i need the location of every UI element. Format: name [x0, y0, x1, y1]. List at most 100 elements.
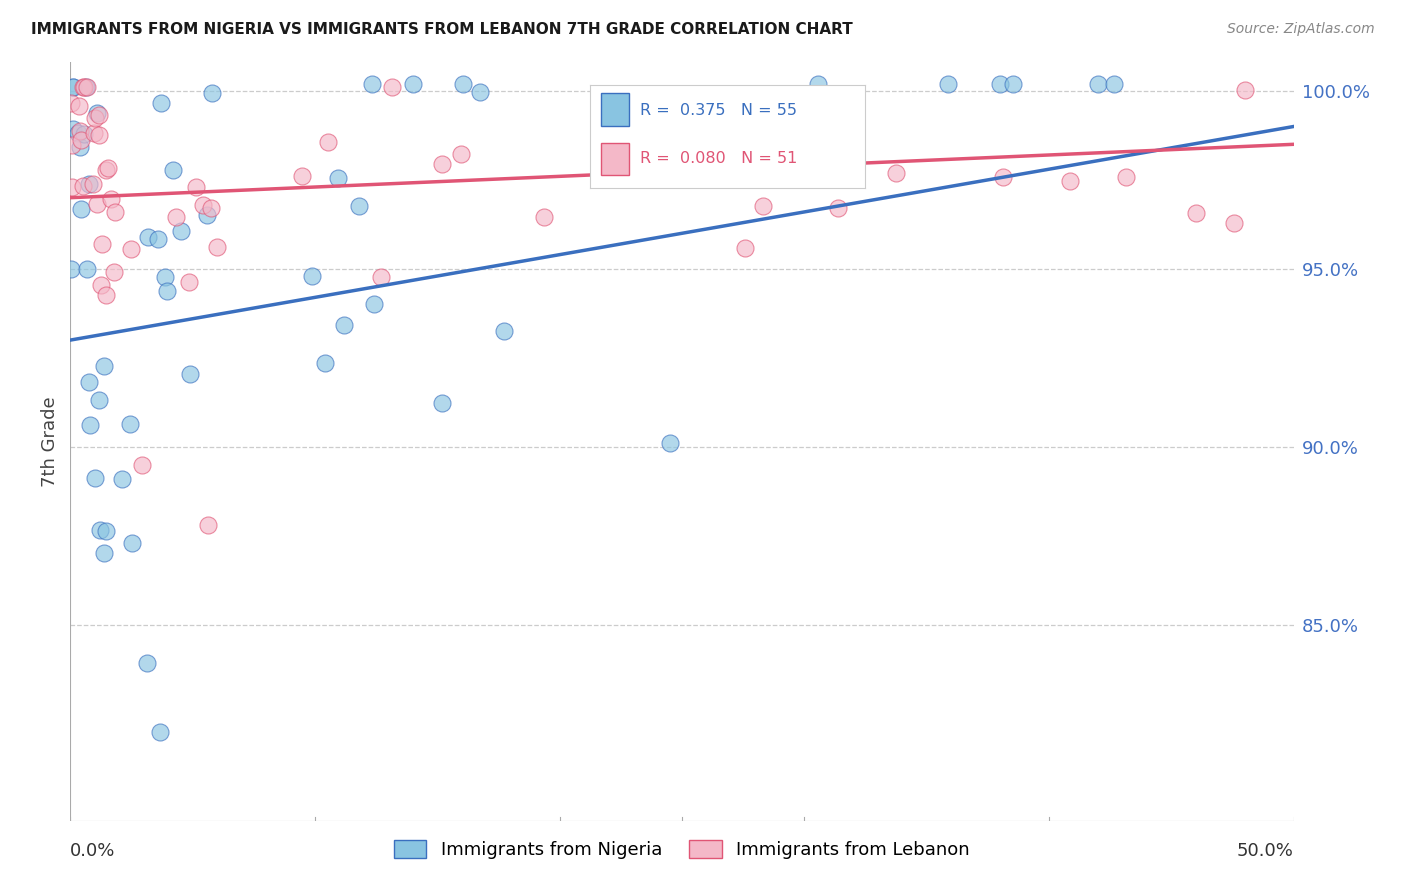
Point [84, 111, 107, 125]
Point [131, 458, 153, 472]
Point [111, 472, 134, 486]
Point [153, 270, 176, 285]
Y-axis label: 7th Grade: 7th Grade [41, 396, 59, 487]
Point [1059, 174, 1081, 188]
Point [179, 275, 201, 289]
Point [94, 288, 117, 302]
Point [96, 524, 118, 538]
Text: 0.0%: 0.0% [70, 842, 115, 860]
Point [136, 230, 159, 244]
Point [316, 135, 339, 149]
Point [59, 96, 82, 111]
Point [89, 523, 111, 537]
Point [67, 127, 90, 141]
Point [450, 146, 472, 161]
Point [200, 201, 222, 215]
Text: Source: ZipAtlas.com: Source: ZipAtlas.com [1227, 22, 1375, 37]
Point [1102, 77, 1125, 91]
Point [87, 392, 110, 407]
Point [60, 261, 83, 276]
Point [728, 128, 751, 143]
Point [314, 356, 336, 370]
Point [1233, 82, 1256, 96]
Point [121, 536, 143, 550]
Point [363, 297, 385, 311]
Point [73, 80, 96, 95]
Point [162, 163, 184, 178]
Point [73, 127, 96, 141]
Text: 50.0%: 50.0% [1237, 842, 1294, 860]
Point [156, 284, 179, 298]
Point [1001, 77, 1024, 91]
Point [76, 261, 98, 276]
Point [148, 724, 170, 739]
Point [93, 546, 115, 560]
Point [807, 77, 830, 91]
Point [453, 77, 475, 91]
Text: ZIP: ZIP [616, 108, 748, 177]
Point [380, 80, 402, 95]
Point [82, 177, 104, 191]
Point [62, 80, 84, 95]
Point [494, 324, 516, 338]
Point [1184, 206, 1206, 220]
Point [79, 418, 101, 433]
Point [193, 198, 215, 212]
Point [62, 180, 84, 194]
Point [370, 269, 392, 284]
Point [118, 417, 141, 431]
Point [179, 367, 201, 381]
Point [533, 210, 555, 224]
Point [67, 99, 90, 113]
Point [326, 170, 349, 185]
Point [72, 179, 94, 194]
Point [72, 80, 94, 95]
Text: IMMIGRANTS FROM NIGERIA VS IMMIGRANTS FROM LEBANON 7TH GRADE CORRELATION CHART: IMMIGRANTS FROM NIGERIA VS IMMIGRANTS FR… [31, 22, 852, 37]
Point [77, 177, 100, 191]
Point [347, 199, 370, 213]
Point [62, 121, 84, 136]
Point [165, 210, 187, 224]
Point [205, 240, 228, 254]
Point [884, 166, 907, 180]
Point [169, 225, 191, 239]
Point [84, 471, 107, 485]
Point [291, 169, 314, 184]
Point [136, 656, 159, 670]
Point [94, 163, 117, 178]
Point [1115, 170, 1137, 185]
Point [658, 435, 681, 450]
Text: atlas: atlas [526, 108, 838, 177]
Point [90, 277, 112, 292]
Point [70, 202, 93, 216]
Point [197, 518, 219, 533]
Point [60, 137, 83, 152]
Point [75, 80, 97, 95]
Point [333, 318, 356, 332]
Point [90, 236, 112, 251]
Point [195, 208, 218, 222]
Point [69, 139, 91, 153]
Point [200, 86, 222, 100]
Point [150, 95, 173, 110]
Point [120, 242, 142, 256]
Point [752, 199, 775, 213]
Point [86, 196, 108, 211]
Point [62, 80, 84, 95]
Point [734, 241, 756, 255]
Point [97, 161, 120, 176]
Point [470, 85, 492, 99]
Point [301, 269, 323, 284]
Point [86, 106, 108, 120]
Point [93, 359, 115, 373]
Point [100, 192, 122, 206]
Point [432, 396, 454, 410]
Point [186, 180, 208, 194]
Point [87, 128, 110, 142]
Point [827, 201, 849, 215]
Point [77, 375, 100, 389]
Point [988, 77, 1011, 91]
Point [810, 105, 832, 120]
Point [1087, 77, 1109, 91]
Point [936, 77, 959, 91]
